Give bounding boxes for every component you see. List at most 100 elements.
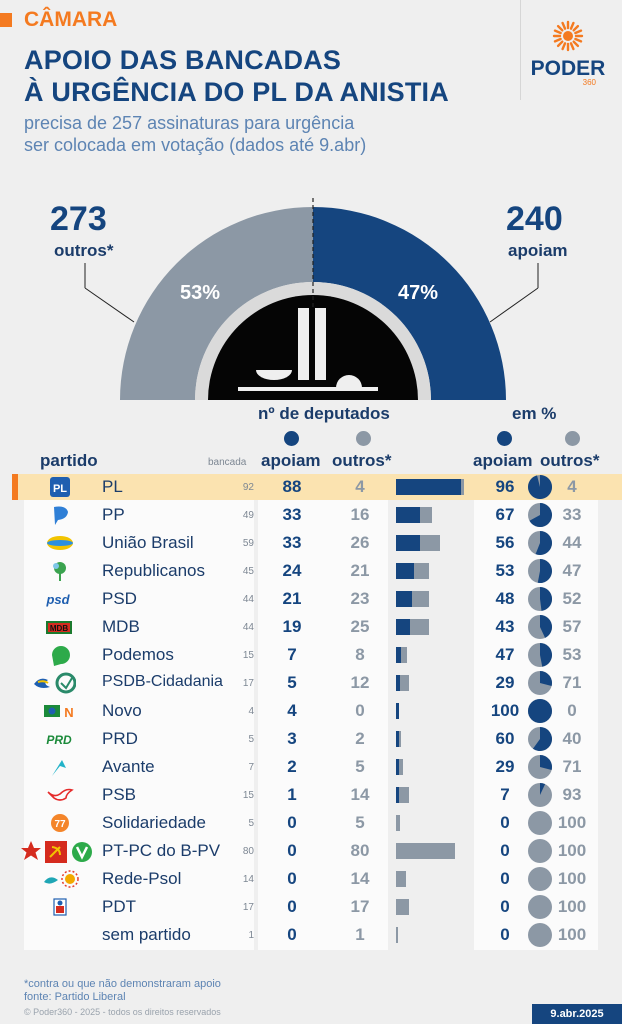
others-count: 25 <box>350 617 370 636</box>
others-percent: 52 <box>562 589 582 608</box>
support-bar <box>396 647 402 663</box>
svg-text:N: N <box>64 705 73 720</box>
percent-pie <box>528 755 552 784</box>
support-bar <box>396 619 411 635</box>
others-bar <box>399 675 409 691</box>
hemicycle-support-segment <box>313 207 506 400</box>
page-title: APOIO DAS BANCADAS À URGÊNCIA DO PL DA A… <box>24 44 449 108</box>
support-bar <box>396 479 462 495</box>
header-support: apoiam <box>261 451 321 470</box>
support-count: 88 <box>282 477 302 496</box>
support-count: 0 <box>287 869 297 888</box>
support-count: 33 <box>282 533 302 552</box>
support-count: 2 <box>287 757 297 776</box>
others-bar <box>396 899 409 915</box>
others-count: 21 <box>350 561 370 580</box>
support-percent: 0 <box>500 841 510 860</box>
logo-wordmark: PODER <box>530 57 606 80</box>
others-percent: 71 <box>562 673 582 692</box>
table-row: Rede-Psol 14 0 14 0 100 <box>24 866 598 892</box>
percent-pie-chart <box>528 503 552 527</box>
support-percent: 29 <box>495 673 515 692</box>
header-bancada: bancada <box>208 457 247 468</box>
support-percent: 96 <box>495 477 515 496</box>
others-percent: 0 <box>567 701 577 720</box>
party-name: Avante <box>102 757 155 776</box>
novo-logo-icon: N <box>36 700 82 722</box>
header-others-pct: outros* <box>540 451 600 470</box>
pl-logo-icon: PL <box>36 476 82 498</box>
support-percent: 48 <box>495 589 515 608</box>
support-total-label: apoiam <box>508 241 568 260</box>
percent-pie <box>528 923 552 952</box>
support-bar <box>396 703 399 719</box>
others-percent: 57 <box>562 617 582 636</box>
table-row: PL PL 92 88 4 96 4 <box>12 474 622 500</box>
others-bar <box>396 843 456 859</box>
support-count: 0 <box>287 897 297 916</box>
support-percent: 47% <box>398 282 439 304</box>
percent-pie-chart <box>528 475 553 499</box>
table-row: psd PSD 44 21 23 48 52 <box>24 586 598 612</box>
others-bar <box>399 759 403 775</box>
others-bar <box>399 787 410 803</box>
others-percent: 100 <box>557 869 587 888</box>
table-row: Podemos 15 7 8 47 53 <box>24 642 598 668</box>
percent-pie-chart <box>528 867 552 891</box>
party-name: PSD <box>102 589 137 608</box>
party-name: Novo <box>102 701 142 720</box>
others-bar <box>399 731 401 747</box>
table-row: PRD PRD 5 3 2 60 40 <box>24 726 598 752</box>
percent-pie <box>528 643 553 672</box>
others-bar <box>396 871 407 887</box>
support-count: 0 <box>287 925 297 944</box>
others-percent: 33 <box>562 505 582 524</box>
others-total-label: outros* <box>54 241 114 260</box>
support-count: 4 <box>287 701 297 720</box>
party-bancada: 44 <box>242 622 254 633</box>
support-count: 5 <box>287 673 297 692</box>
header-percent-group: em % <box>512 404 557 423</box>
percent-pie <box>528 615 553 644</box>
percent-pie-chart <box>528 895 552 919</box>
party-name: PL <box>102 477 123 496</box>
others-percent: 100 <box>557 841 587 860</box>
others-percent: 44 <box>562 533 582 552</box>
table-row: PT-PC do B-PV 80 0 80 0 100 <box>21 838 598 864</box>
percent-pie <box>528 811 552 840</box>
party-name: PSB <box>102 785 137 804</box>
logo-number: 360 <box>582 78 596 87</box>
party-bancada: 17 <box>242 678 254 689</box>
support-bar <box>396 787 399 803</box>
percent-pie-chart <box>528 839 552 863</box>
subtitle: precisa de 257 assinaturas para urgência… <box>24 112 366 156</box>
psb-logo-icon <box>36 784 82 806</box>
others-percent: 93 <box>562 785 582 804</box>
sunburst-logo-icon <box>552 20 584 52</box>
pdt-logo-icon <box>36 896 82 918</box>
highlight-marker <box>12 474 18 500</box>
percent-pie-chart <box>528 783 552 807</box>
others-percent: 100 <box>557 813 587 832</box>
others-count: 5 <box>355 813 365 832</box>
support-bar <box>396 507 421 523</box>
percent-pie-chart <box>528 811 552 835</box>
party-bancada: 1 <box>248 930 254 941</box>
others-count: 26 <box>350 533 370 552</box>
others-count: 8 <box>355 645 365 664</box>
others-count: 0 <box>355 701 365 720</box>
table-row: MDB MDB 44 19 25 43 57 <box>24 614 598 640</box>
others-bar <box>411 591 429 607</box>
support-count: 33 <box>282 505 302 524</box>
support-total: 240 <box>506 200 563 238</box>
table-row: 77 Solidariedade 5 0 5 0 100 <box>24 810 598 836</box>
party-name: Solidariedade <box>102 813 206 832</box>
percent-pie-chart <box>528 699 552 723</box>
others-bar <box>401 647 408 663</box>
party-bancada: 14 <box>242 874 254 885</box>
party-bancada: 59 <box>242 538 254 549</box>
others-count: 2 <box>355 729 365 748</box>
others-bar <box>420 535 440 551</box>
support-count: 3 <box>287 729 297 748</box>
others-bar <box>410 619 429 635</box>
